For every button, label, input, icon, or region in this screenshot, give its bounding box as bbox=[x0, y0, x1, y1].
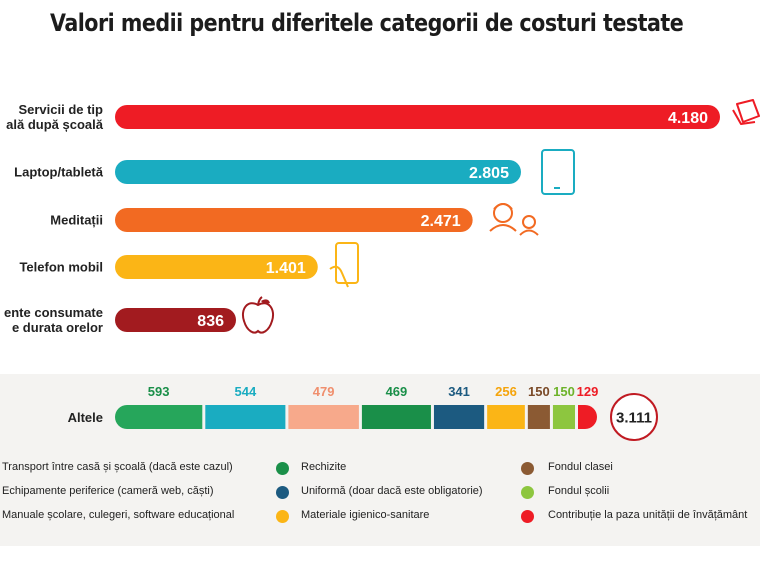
total-value: 3.111 bbox=[616, 410, 652, 427]
legend-swatch bbox=[521, 510, 534, 523]
legend-label: Transport între casă și școală (dacă est… bbox=[2, 461, 233, 473]
legend-swatch bbox=[276, 510, 289, 523]
stacked-segment-value: 469 bbox=[386, 384, 408, 399]
stacked-segment bbox=[578, 405, 597, 429]
icon-shape bbox=[522, 215, 536, 229]
bar-value-label: 2.471 bbox=[421, 213, 461, 230]
bar-value-label: 2.805 bbox=[469, 165, 509, 182]
icon-shape bbox=[493, 203, 513, 210]
legend-label: Materiale igienico-sanitare bbox=[301, 509, 430, 521]
bar-category-label: ală după școală bbox=[6, 117, 104, 132]
bar-category-label: Servicii de tip bbox=[18, 102, 103, 117]
icon-shape bbox=[257, 296, 263, 306]
bar-category-label: Meditații bbox=[50, 213, 103, 228]
bar-category-label: e durata orelor bbox=[12, 320, 103, 335]
stacked-segment-value: 341 bbox=[448, 384, 470, 399]
legend-label: Manuale școlare, culegeri, software educ… bbox=[2, 509, 235, 521]
stacked-segment bbox=[487, 405, 525, 429]
stacked-segment-value: 479 bbox=[313, 384, 335, 399]
legend-swatch bbox=[276, 462, 289, 475]
note-icon bbox=[732, 99, 760, 125]
legend-swatch bbox=[276, 486, 289, 499]
stacked-segment bbox=[527, 405, 550, 429]
legend-label: Contribuție la paza unității de învățămâ… bbox=[548, 509, 748, 521]
bar bbox=[115, 160, 521, 184]
bar-category-label: ente consumate bbox=[4, 305, 103, 320]
legend-swatch bbox=[521, 486, 534, 499]
icon-shape bbox=[519, 229, 539, 236]
icon-shape bbox=[736, 99, 760, 123]
icon-shape bbox=[489, 224, 517, 232]
bar bbox=[115, 105, 720, 129]
stacked-segment bbox=[288, 405, 359, 429]
icon-shape bbox=[242, 302, 274, 334]
stacked-segment-value: 544 bbox=[234, 384, 256, 399]
stacked-category-label: Altele bbox=[68, 410, 103, 425]
bar bbox=[115, 255, 318, 279]
bar-row: 2.805 Laptop/tabletă bbox=[14, 149, 575, 195]
icon-shape bbox=[554, 187, 560, 189]
icon-shape bbox=[261, 299, 270, 304]
bar bbox=[115, 208, 473, 232]
bar-value-label: 1.401 bbox=[266, 260, 306, 277]
bar-row: 2.471 Meditații bbox=[50, 203, 539, 236]
phone-icon bbox=[329, 242, 359, 288]
stacked-segment-value: 593 bbox=[148, 384, 170, 399]
stacked-segment-value: 150 bbox=[553, 384, 575, 399]
legend-label: Uniformă (doar dacă este obligatorie) bbox=[301, 485, 483, 497]
tablet-icon bbox=[541, 149, 575, 195]
stacked-segment bbox=[115, 405, 203, 429]
bar-value-label: 4.180 bbox=[668, 110, 708, 127]
legend-label: Fondul clasei bbox=[548, 461, 613, 473]
legend-label: Rechizite bbox=[301, 461, 347, 473]
legend-label: Fondul școlii bbox=[548, 485, 610, 497]
bar-value-label: 836 bbox=[197, 313, 224, 330]
stacked-segment bbox=[361, 405, 431, 429]
apple-icon bbox=[242, 296, 274, 334]
total-circle bbox=[610, 393, 658, 441]
bar-category-label: Laptop/tabletă bbox=[14, 165, 104, 180]
bar bbox=[115, 308, 236, 332]
stacked-segment-value: 256 bbox=[495, 384, 517, 399]
legend-label: Echipamente periferice (cameră web, cășt… bbox=[2, 485, 214, 497]
bar-row: 1.401 Telefon mobil bbox=[19, 242, 359, 288]
stacked-segment bbox=[205, 405, 286, 429]
icon-shape bbox=[335, 242, 359, 284]
tutor-icon bbox=[489, 203, 539, 236]
legend-swatch bbox=[521, 462, 534, 475]
stacked-segment-value: 129 bbox=[577, 384, 599, 399]
stacked-segment bbox=[433, 405, 485, 429]
chart-title: Valori medii pentru diferitele categorii… bbox=[50, 9, 684, 37]
icon-shape bbox=[329, 265, 349, 288]
icon-shape bbox=[541, 149, 575, 195]
bar-category-label: Telefon mobil bbox=[19, 260, 103, 275]
icon-shape bbox=[732, 109, 756, 125]
stacked-segment bbox=[552, 405, 576, 429]
stacked-segment-value: 150 bbox=[528, 384, 550, 399]
